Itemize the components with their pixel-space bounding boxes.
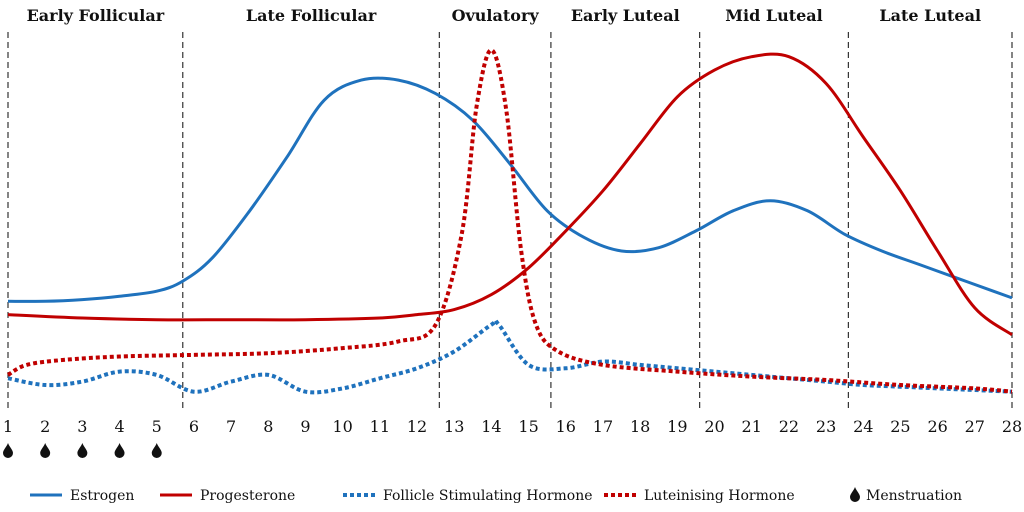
series-line-luteinising-hormone	[6, 48, 1013, 394]
phase-label: Late Luteal	[879, 6, 981, 25]
phase-label: Early Follicular	[27, 6, 165, 25]
x-tick-label: 2	[40, 417, 50, 436]
x-tick-label: 12	[407, 417, 427, 436]
series-line-estrogen	[7, 76, 1013, 303]
x-tick-label: 27	[965, 417, 985, 436]
menstruation-drop-icon	[40, 443, 51, 458]
x-tick-label: 26	[927, 417, 947, 436]
x-tick-label: 11	[370, 417, 390, 436]
phase-label: Ovulatory	[452, 6, 540, 25]
series-line-follicle-stimulating-hormone	[7, 318, 1013, 395]
menstruation-drop-icon	[151, 443, 162, 458]
x-tick-label: 5	[152, 417, 162, 436]
phase-label: Late Follicular	[246, 6, 377, 25]
menstruation-drop-icon	[114, 443, 125, 458]
x-tick-label: 1	[3, 417, 13, 436]
menstruation-markers	[3, 443, 162, 459]
legend-label-luteinising-hormone: Luteinising Hormone	[644, 488, 795, 504]
menstruation-drop-icon	[77, 443, 88, 459]
x-tick-label: 6	[189, 417, 199, 436]
x-tick-label: 14	[481, 417, 501, 436]
x-tick-label: 20	[704, 417, 724, 436]
legend: Estrogen Progesterone Follicle Stimulating…	[30, 487, 962, 504]
legend-label-menstruation: Menstruation	[866, 488, 962, 504]
x-tick-label: 15	[518, 417, 538, 436]
series-lines	[6, 48, 1013, 395]
x-tick-label: 24	[853, 417, 873, 436]
x-tick-label: 28	[1002, 417, 1022, 436]
x-tick-label: 17	[593, 417, 613, 436]
menstruation-drop-icon	[850, 487, 860, 502]
x-tick-label: 13	[444, 417, 464, 436]
phase-label: Mid Luteal	[725, 6, 822, 25]
legend-label-estrogen: Estrogen	[70, 488, 134, 504]
legend-label-progesterone: Progesterone	[200, 488, 295, 504]
x-tick-label: 7	[226, 417, 236, 436]
x-tick-label: 16	[556, 417, 576, 436]
x-tick-label: 18	[630, 417, 650, 436]
x-tick-label: 21	[742, 417, 762, 436]
x-tick-label: 23	[816, 417, 836, 436]
phase-label: Early Luteal	[571, 6, 680, 25]
x-tick-label: 9	[300, 417, 310, 436]
x-tick-labels: 1 2 3 4 5 6 7 8 9 10 11 12 13 14 15 16 17 18 19 20 21 22 23 24 2…	[3, 417, 1022, 436]
x-tick-label: 19	[667, 417, 687, 436]
legend-label-follicle-stimulating-hormone: Follicle Stimulating Hormone	[383, 488, 593, 504]
menstruation-drop-icon	[3, 443, 13, 458]
x-tick-label: 4	[114, 417, 124, 436]
phase-labels: Early Follicular Late Follicular Ovulatory…	[27, 6, 981, 25]
x-tick-label: 3	[77, 417, 87, 436]
phase-dividers	[7, 32, 1013, 410]
x-tick-label: 22	[779, 417, 799, 436]
series-line-progesterone	[7, 52, 1013, 337]
x-tick-label: 8	[263, 417, 273, 436]
x-tick-label: 25	[890, 417, 910, 436]
x-tick-label: 10	[332, 417, 352, 436]
